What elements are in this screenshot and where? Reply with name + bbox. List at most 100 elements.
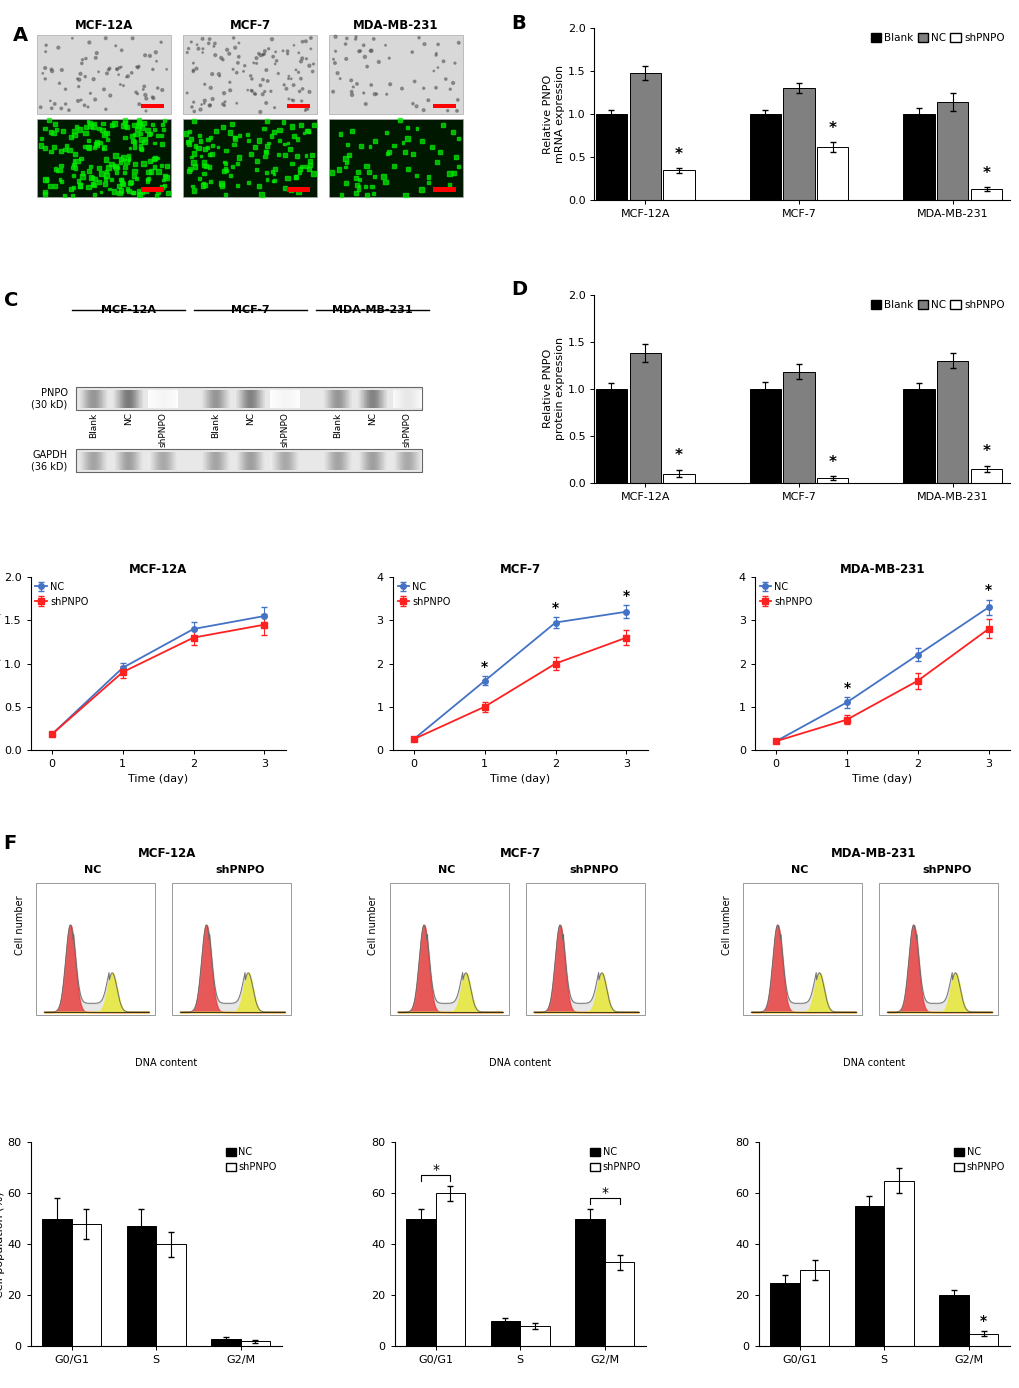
Point <box>305 61 321 83</box>
Point <box>439 100 455 122</box>
Point <box>359 183 375 205</box>
Point <box>361 161 377 183</box>
Point <box>86 117 102 139</box>
Bar <box>968 1334 998 1346</box>
Point <box>347 167 364 189</box>
Point <box>201 155 217 178</box>
Point <box>64 153 81 175</box>
Point <box>159 155 175 178</box>
Bar <box>389 883 508 1015</box>
Point <box>258 58 274 81</box>
Point <box>102 85 118 107</box>
Point <box>109 58 125 81</box>
Text: MCF-7: MCF-7 <box>229 19 270 32</box>
Point <box>72 62 89 85</box>
Bar <box>286 104 310 108</box>
Text: PNPO
(30 kD): PNPO (30 kD) <box>32 389 67 409</box>
Point <box>79 96 96 118</box>
Point <box>66 124 83 146</box>
Point <box>74 162 91 185</box>
Point <box>441 174 458 196</box>
Point <box>126 114 143 136</box>
Point <box>240 129 257 151</box>
Text: GAPDH
(36 kD): GAPDH (36 kD) <box>32 450 67 472</box>
Bar <box>903 389 933 483</box>
Point <box>117 126 133 149</box>
Point <box>382 74 398 96</box>
Point <box>178 122 195 144</box>
Point <box>259 110 275 132</box>
Point <box>186 155 203 178</box>
Point <box>114 172 130 194</box>
Point <box>195 37 211 60</box>
Bar <box>432 187 455 192</box>
Point <box>96 124 112 146</box>
Point <box>107 35 123 57</box>
Point <box>130 110 147 132</box>
Point <box>37 183 53 205</box>
Text: MCF-12A: MCF-12A <box>101 305 156 315</box>
Text: *: * <box>979 1313 986 1328</box>
Point <box>79 136 96 158</box>
Point <box>103 168 119 190</box>
Bar <box>938 1295 968 1346</box>
Point <box>225 26 242 49</box>
Point <box>149 147 165 169</box>
Point <box>64 155 81 178</box>
Point <box>248 47 264 69</box>
Point <box>216 82 232 104</box>
Point <box>46 122 62 144</box>
Point <box>226 126 243 149</box>
Point <box>217 158 233 180</box>
X-axis label: Time (day): Time (day) <box>490 775 549 784</box>
Point <box>111 57 127 79</box>
Point <box>128 124 145 146</box>
Bar <box>38 118 171 197</box>
Point <box>196 162 212 185</box>
Point <box>268 50 284 72</box>
Point <box>405 93 421 115</box>
Point <box>352 40 368 62</box>
Point <box>77 122 94 144</box>
Point <box>124 182 141 204</box>
Point <box>435 50 451 72</box>
Point <box>428 76 444 99</box>
Point <box>53 154 69 176</box>
Point <box>118 65 135 87</box>
Point <box>52 158 68 180</box>
Point <box>65 150 82 172</box>
Point <box>47 93 63 115</box>
Point <box>366 83 382 105</box>
Point <box>415 99 431 121</box>
Point <box>348 72 365 94</box>
Point <box>224 112 240 135</box>
Point <box>445 162 462 185</box>
Point <box>267 40 283 62</box>
Point <box>185 100 202 122</box>
Point <box>124 125 141 147</box>
Point <box>62 126 78 149</box>
X-axis label: Time (day): Time (day) <box>852 775 911 784</box>
Point <box>89 132 105 154</box>
Point <box>207 44 223 67</box>
Point <box>103 153 119 175</box>
Point <box>294 31 311 53</box>
Text: DNA content: DNA content <box>842 1058 904 1069</box>
Point <box>202 94 218 117</box>
Point <box>367 130 383 153</box>
Point <box>432 140 448 162</box>
Point <box>137 83 153 105</box>
Point <box>362 136 378 158</box>
Point <box>156 175 172 197</box>
Point <box>450 32 467 54</box>
Point <box>91 118 107 140</box>
Bar <box>575 1219 604 1346</box>
Point <box>113 169 129 192</box>
Point <box>185 60 202 82</box>
Point <box>195 42 211 64</box>
Point <box>351 40 367 62</box>
Text: NC: NC <box>85 865 102 874</box>
Point <box>81 136 97 158</box>
Point <box>57 139 73 161</box>
Point <box>337 147 354 169</box>
